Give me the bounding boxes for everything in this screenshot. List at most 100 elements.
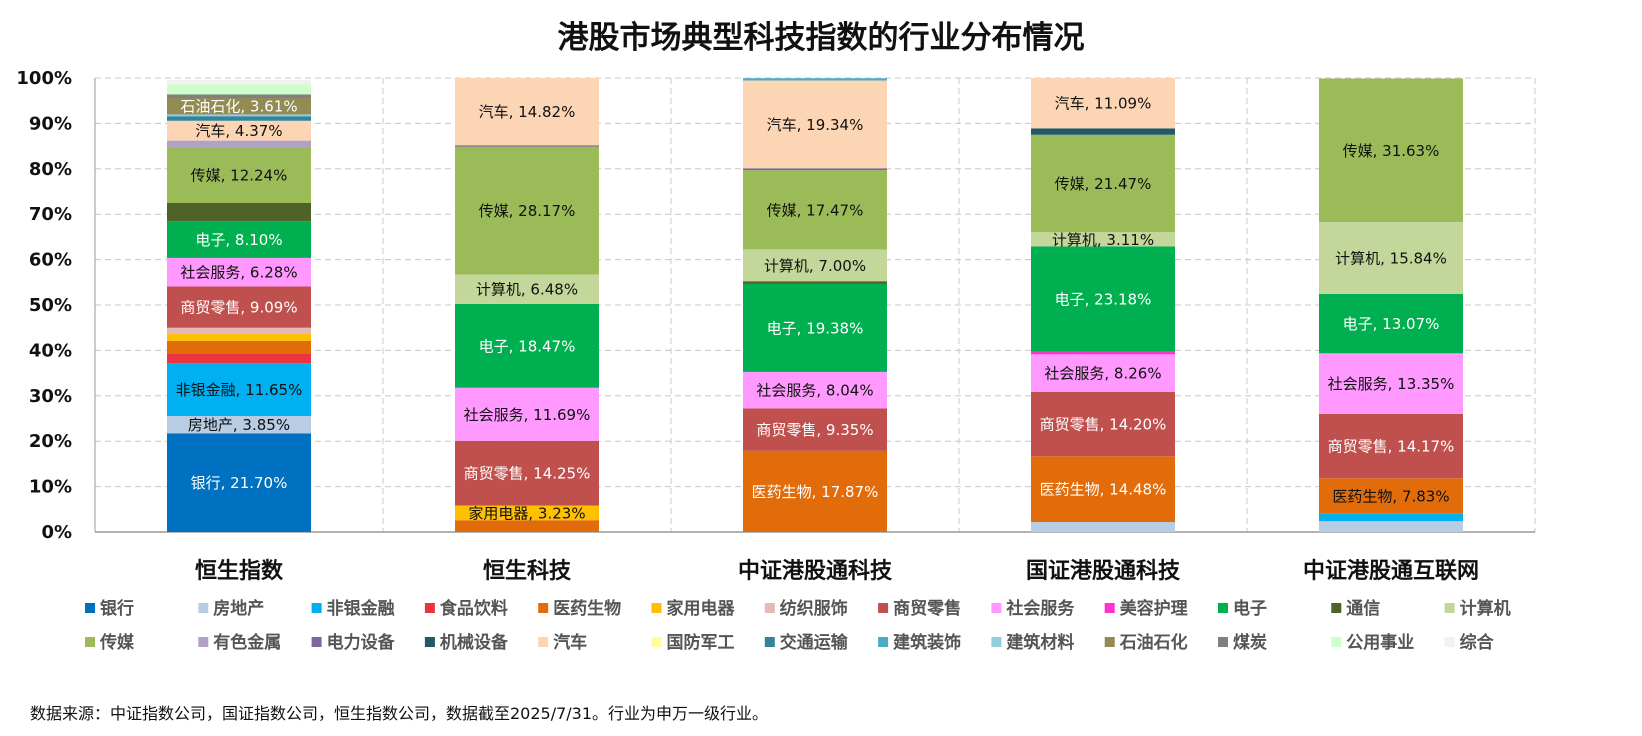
bar-segment [1031, 391, 1175, 457]
bar-segment [1031, 354, 1175, 392]
legend-label: 国防军工 [667, 632, 735, 653]
legend-label: 电子 [1233, 598, 1267, 619]
bar-segment [167, 363, 311, 417]
legend-label: 银行 [100, 598, 134, 619]
legend-swatch [764, 637, 775, 647]
data-label: 医药生物, 7.83% [1332, 488, 1449, 506]
legend-label: 建筑装饰 [893, 632, 961, 653]
legend-label: 综合 [1460, 632, 1495, 653]
data-label: 汽车, 11.09% [1055, 95, 1152, 113]
bar-segment [1031, 78, 1175, 129]
bar-segment [743, 168, 887, 171]
bar-segment [455, 520, 599, 532]
bar-segment [455, 145, 599, 147]
bar-segment [167, 286, 311, 328]
legend-swatch [878, 603, 889, 613]
data-label: 银行, 21.70% [191, 474, 288, 492]
bar-segment [1319, 513, 1463, 522]
data-label: 电子, 8.10% [195, 231, 282, 249]
legend-swatch [878, 637, 889, 647]
data-label: 电子, 19.38% [767, 319, 864, 337]
data-label: 传媒, 12.24% [191, 167, 288, 185]
y-tick-label: 10% [29, 477, 72, 498]
legend-swatch [1444, 603, 1455, 613]
bar-segment [455, 387, 599, 441]
legend-label: 美容护理 [1120, 598, 1188, 619]
bar-segment [743, 371, 887, 409]
bar-segment [167, 416, 311, 434]
legend-swatch [764, 603, 775, 613]
bar-segment [1031, 232, 1175, 247]
bar-segment [167, 120, 311, 141]
data-label: 计算机, 7.00% [764, 257, 866, 275]
data-label: 商贸零售, 14.20% [1040, 416, 1167, 434]
legend-label: 有色金属 [213, 632, 281, 653]
source-note: 数据来源：中证指数公司，国证指数公司，恒生指数公司，数据截至2025/7/31。… [30, 704, 769, 723]
bar-segment [167, 327, 311, 335]
legend-label: 交通运输 [780, 632, 849, 653]
legend-label: 医药生物 [553, 598, 621, 619]
data-label: 电子, 18.47% [479, 337, 576, 355]
y-axis-ticks: 0% 10% 20% 30% 40% 50% 60% 70% 80% 90% 100% [16, 68, 72, 543]
data-label: 房地产, 3.85% [188, 416, 290, 434]
bar-segment [167, 257, 311, 287]
legend-swatch [1218, 637, 1228, 647]
bar-segment [167, 79, 311, 85]
data-label: 传媒, 17.47% [767, 201, 864, 219]
bar-segment [743, 283, 887, 372]
legend-label: 汽车 [553, 632, 587, 653]
legend-swatch [1104, 637, 1115, 647]
data-label: 传媒, 21.47% [1055, 175, 1152, 193]
y-tick-label: 50% [29, 295, 72, 316]
bar-segment [743, 281, 887, 284]
legend-label: 传媒 [99, 632, 135, 653]
x-category-label: 中证港股通互联网 [1303, 559, 1479, 584]
bar-segment [1319, 353, 1463, 414]
legend-swatch [538, 637, 549, 647]
legend-label: 电力设备 [327, 632, 396, 653]
bar-segment [1319, 78, 1463, 223]
data-label: 计算机, 6.48% [476, 281, 578, 299]
bar-segment [1031, 246, 1175, 352]
legend-label: 商贸零售 [893, 598, 961, 619]
legend-swatch [85, 603, 95, 613]
x-category-label: 恒生指数 [195, 558, 284, 584]
data-label: 石油石化, 3.61% [180, 98, 297, 116]
legend-swatch [991, 603, 1002, 613]
bar-segment [455, 146, 599, 275]
data-label: 传媒, 31.63% [1343, 142, 1440, 160]
bar-segment [167, 98, 311, 115]
data-label: 家用电器, 3.23% [468, 504, 585, 522]
legend-label: 公用事业 [1346, 633, 1414, 653]
data-label: 商贸零售, 14.17% [1328, 438, 1455, 456]
bar-segment [455, 505, 599, 521]
y-tick-label: 0% [41, 522, 72, 543]
bar-segment [167, 340, 311, 354]
bar-segment [167, 202, 311, 222]
bar-segment [1319, 521, 1463, 532]
bar-segment [1319, 222, 1463, 295]
bar-segment [455, 274, 599, 304]
x-category-label: 国证港股通科技 [1026, 559, 1181, 584]
y-tick-label: 20% [29, 431, 72, 452]
legend-swatch [991, 637, 1002, 647]
data-label: 商贸零售, 9.35% [756, 421, 873, 439]
legend-label: 机械设备 [440, 632, 509, 653]
data-label: 非银金融, 11.65% [176, 381, 303, 399]
bar-segment [167, 353, 311, 364]
legend-label: 食品饮料 [440, 598, 508, 619]
legend-label: 石油石化 [1119, 632, 1188, 653]
bar-segment [1031, 128, 1175, 135]
y-tick-label: 90% [29, 113, 72, 134]
bar-segment [455, 78, 599, 146]
legend-label: 社会服务 [1005, 598, 1075, 619]
legend-swatch [424, 603, 435, 613]
bar-segment [1031, 522, 1175, 532]
legend-label: 房地产 [213, 598, 264, 619]
bar-segment [167, 221, 311, 258]
data-label: 电子, 13.07% [1343, 315, 1440, 333]
bar-segment [1319, 413, 1463, 479]
bar-segment [167, 147, 311, 203]
legend-swatch [651, 603, 662, 613]
bar-segment [743, 170, 887, 250]
